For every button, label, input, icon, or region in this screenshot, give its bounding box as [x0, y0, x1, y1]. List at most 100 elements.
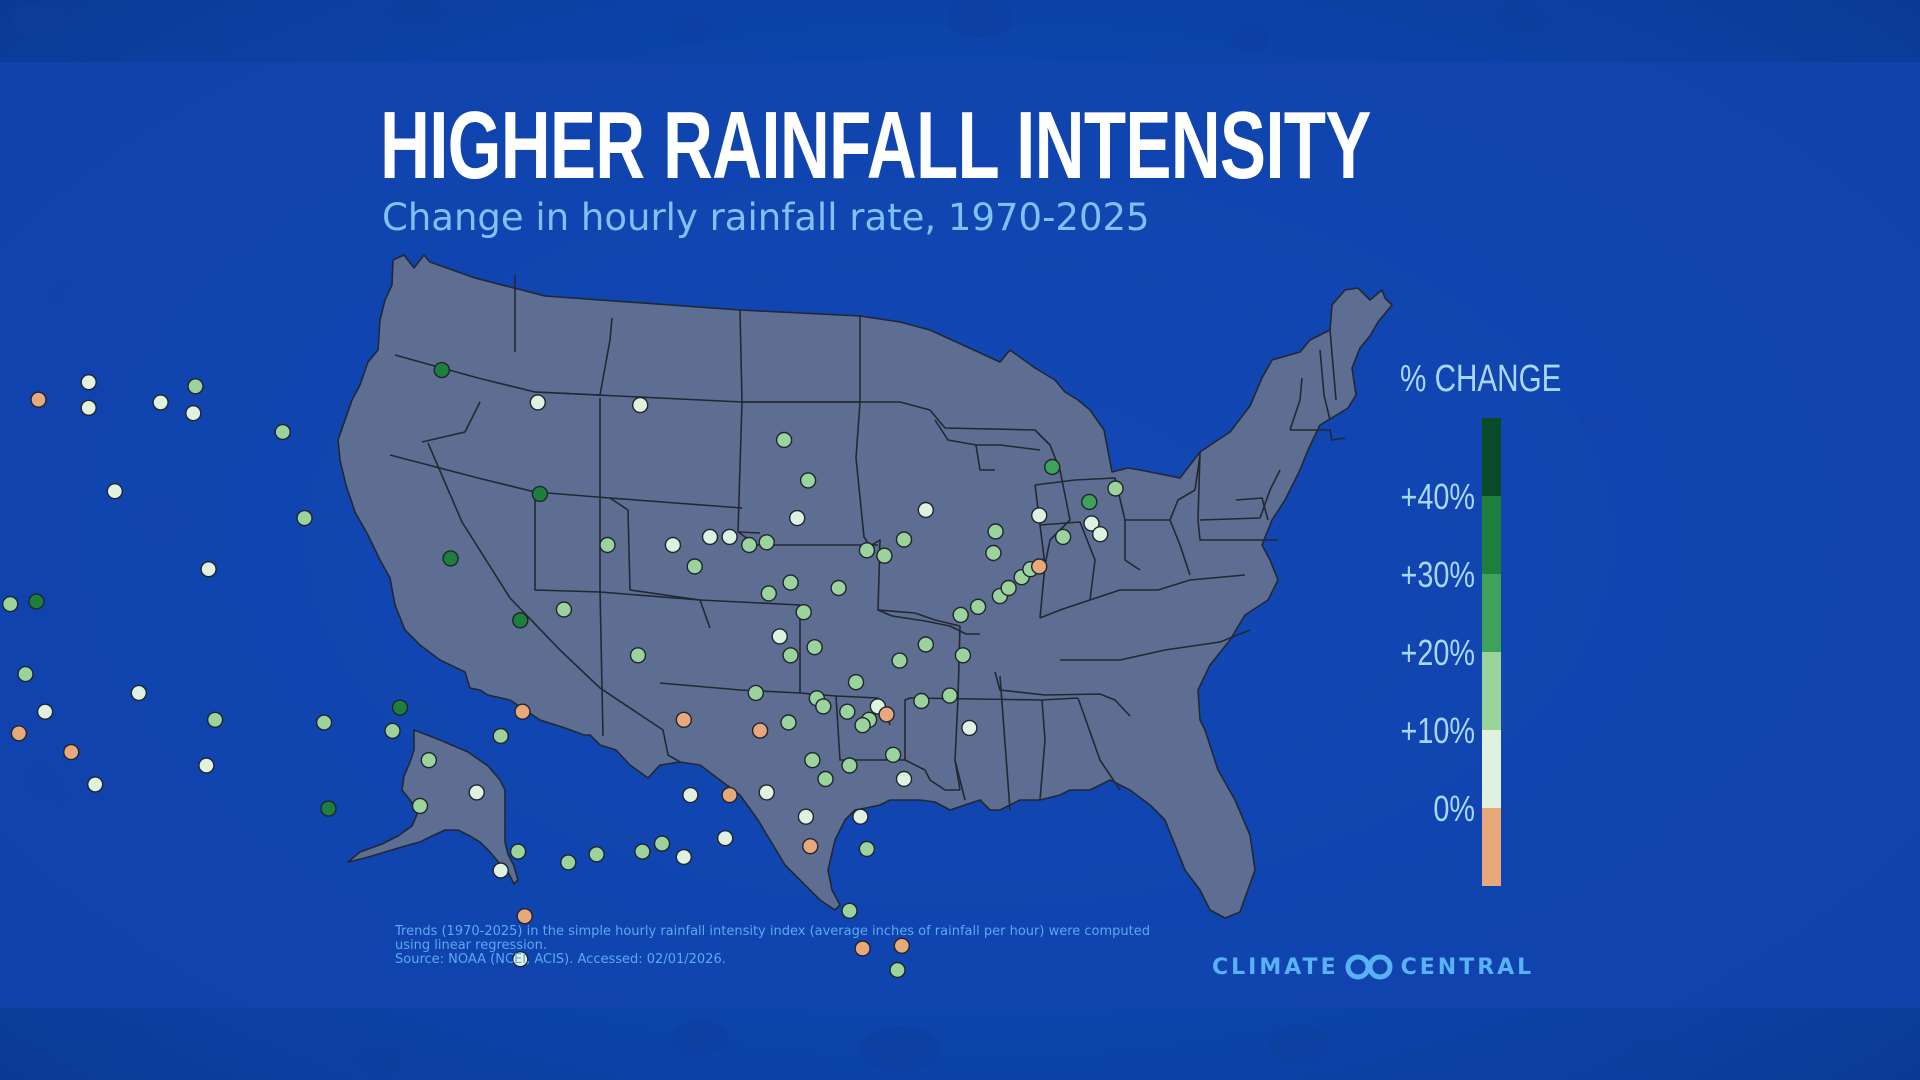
- station-marker: [512, 951, 529, 968]
- station-marker: [433, 361, 450, 379]
- station-marker: [854, 717, 871, 734]
- station-marker: [1030, 558, 1048, 575]
- station-marker: [391, 699, 409, 716]
- conus-landmass: [337, 254, 1393, 919]
- station-marker: [1043, 458, 1061, 476]
- station-marker: [411, 797, 429, 815]
- station-marker: [30, 391, 47, 408]
- station-marker: [442, 550, 459, 567]
- station-marker: [985, 544, 1002, 562]
- station-marker: [952, 606, 969, 624]
- station-marker: [841, 902, 858, 919]
- station-marker: [599, 536, 616, 554]
- station-marker: [760, 585, 777, 602]
- station-marker: [815, 698, 832, 715]
- legend-label-0: 0%: [1433, 788, 1475, 829]
- station-marker: [187, 378, 204, 395]
- station-marker: [1081, 493, 1098, 511]
- station-marker: [858, 542, 876, 559]
- station-marker: [516, 908, 533, 925]
- station-marker: [1030, 507, 1048, 524]
- station-marker: [1, 595, 19, 613]
- station-marker: [185, 405, 202, 422]
- page-subtitle: Change in hourly rainfall rate, 1970-202…: [382, 196, 1150, 239]
- legend-label-40: +40%: [1400, 476, 1475, 517]
- infinity-logo-icon: [1345, 954, 1393, 980]
- station-marker: [775, 431, 793, 449]
- station-marker: [1091, 526, 1109, 543]
- legend-bin-20-30: [1482, 574, 1501, 652]
- station-marker: [891, 652, 908, 669]
- footnote: Trends (1970-2025) in the simple hourly …: [395, 925, 1155, 967]
- station-marker: [529, 394, 546, 411]
- station-marker: [555, 601, 573, 618]
- station-marker: [28, 593, 45, 610]
- station-marker: [588, 846, 605, 863]
- station-marker: [512, 612, 529, 629]
- station-marker: [954, 647, 972, 664]
- station-marker: [492, 862, 509, 879]
- station-marker: [847, 674, 865, 691]
- station-marker: [895, 770, 913, 788]
- station-marker: [895, 531, 913, 548]
- station-marker: [799, 472, 817, 489]
- station-marker: [941, 687, 958, 704]
- station-marker: [384, 722, 401, 739]
- station-marker: [664, 536, 682, 554]
- station-marker: [758, 534, 775, 551]
- station-marker: [675, 711, 692, 728]
- station-marker: [830, 579, 847, 597]
- station-marker: [106, 483, 124, 500]
- station-marker: [36, 703, 54, 720]
- station-marker: [206, 711, 224, 728]
- legend-label-10: +10%: [1400, 710, 1475, 751]
- footnote-source: Source: NOAA (NCEI, ACIS). Accessed: 02/…: [395, 952, 726, 967]
- station-marker: [782, 574, 799, 591]
- station-marker: [817, 770, 834, 788]
- station-marker: [917, 501, 934, 519]
- station-marker: [789, 509, 806, 527]
- station-marker: [797, 808, 815, 825]
- footnote-method: Trends (1970-2025) in the simple hourly …: [395, 924, 1150, 953]
- station-marker: [889, 961, 906, 979]
- station-marker: [420, 752, 437, 769]
- station-marker: [531, 485, 549, 503]
- legend-bin-negative: [1482, 808, 1501, 886]
- station-marker: [969, 598, 987, 615]
- station-marker: [320, 800, 337, 817]
- station-marker: [987, 523, 1004, 540]
- station-marker: [10, 725, 28, 742]
- station-marker: [893, 937, 910, 954]
- station-marker: [152, 394, 169, 411]
- station-marker: [841, 757, 858, 774]
- station-marker: [682, 786, 699, 804]
- station-marker: [721, 786, 738, 804]
- legend-label-20: +20%: [1400, 632, 1475, 673]
- station-marker: [884, 746, 902, 763]
- legend-bin-10-20: [1482, 652, 1501, 730]
- station-marker: [653, 835, 671, 852]
- station-marker: [795, 604, 812, 621]
- station-marker: [701, 528, 719, 546]
- station-marker: [86, 776, 104, 793]
- station-marker: [632, 396, 649, 414]
- station-marker: [741, 536, 758, 554]
- station-marker: [917, 636, 934, 653]
- legend-color-scale: [1482, 418, 1501, 890]
- station-marker: [560, 854, 577, 871]
- station-marker: [629, 647, 647, 664]
- station-marker: [747, 684, 764, 702]
- station-marker: [782, 647, 799, 664]
- station-marker: [852, 808, 869, 825]
- legend-bin-40-plus: [1482, 418, 1501, 496]
- brand-name-left: CLIMATE: [1212, 954, 1339, 980]
- station-marker: [80, 374, 97, 391]
- station-marker: [961, 719, 978, 737]
- station-marker: [675, 848, 692, 866]
- station-marker: [878, 706, 895, 723]
- station-marker: [780, 714, 797, 731]
- station-marker: [1083, 515, 1100, 532]
- station-marker: [839, 703, 856, 720]
- station-marker: [80, 399, 97, 416]
